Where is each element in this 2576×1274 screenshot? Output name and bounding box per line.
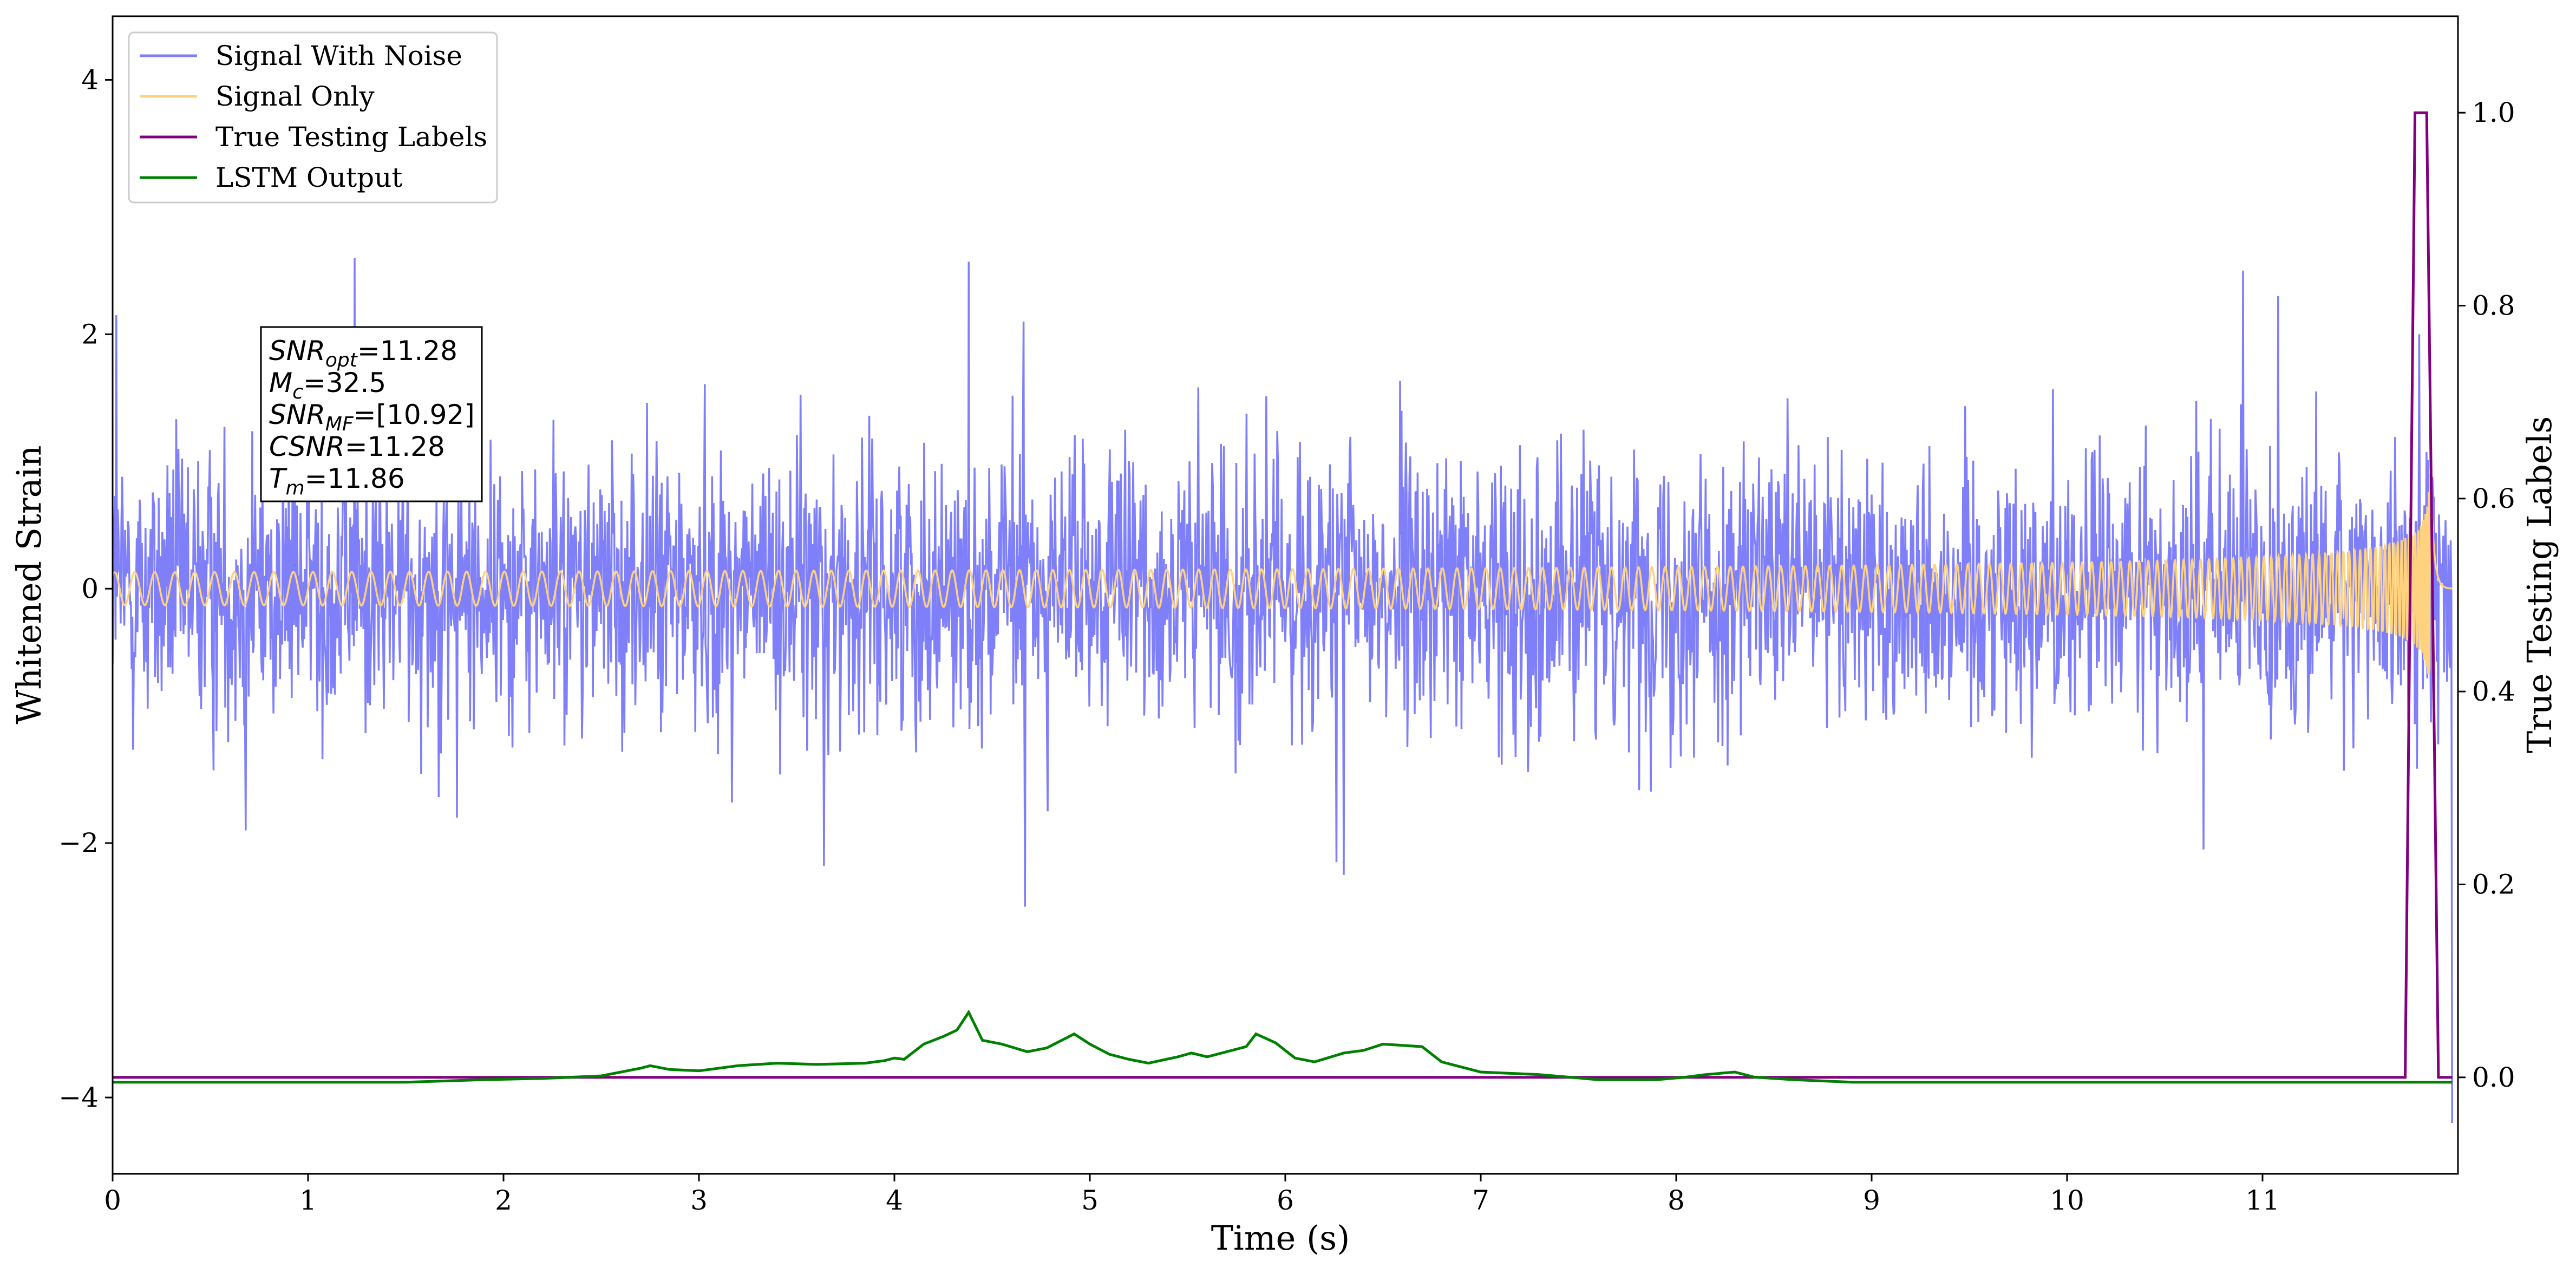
- y-right-tick-label: 0.0: [2472, 1062, 2515, 1093]
- ticks-layer: 0 1 2 3 4 5 6 7 8 9 10 11 −4 −2 0 2 4 0.0 0.2 0.4 0.6 0.8 1.0: [58, 64, 2515, 1216]
- x-tick-label: 5: [1081, 1185, 1099, 1216]
- info-line: Mc=32.5: [269, 367, 386, 403]
- x-tick-label: 0: [104, 1185, 121, 1216]
- legend-label: LSTM Output: [215, 162, 402, 193]
- x-tick-label: 11: [2245, 1185, 2280, 1216]
- legend-items: Signal With Noise Signal Only True Testing…: [140, 40, 487, 193]
- y-right-tick-label: 1.0: [2472, 97, 2515, 128]
- y-left-tick-label: −2: [58, 827, 99, 859]
- legend: Signal With Noise Signal Only True Testing…: [128, 31, 498, 204]
- y-left-tick-label: 4: [81, 64, 99, 95]
- y-left-tick-label: 0: [81, 573, 99, 604]
- x-tick-label: 1: [299, 1185, 317, 1216]
- y-left-tick-label: −4: [58, 1082, 99, 1113]
- info-line: SNRMF=[10.92]: [269, 399, 475, 435]
- legend-label: True Testing Labels: [215, 121, 487, 153]
- legend-label: Signal Only: [215, 81, 375, 112]
- info-line: SNRopt=11.28: [269, 335, 457, 371]
- y-right-tick-label: 0.2: [2472, 869, 2515, 900]
- y-right-tick-label: 0.6: [2472, 483, 2515, 514]
- signal-only-line: [113, 474, 2453, 674]
- info-line: Tm=11.86: [269, 463, 405, 499]
- series-layer: [113, 111, 2453, 1123]
- x-tick-label: 7: [1472, 1185, 1489, 1216]
- true-testing-labels-line: [113, 111, 2453, 1079]
- info-box-frame: [260, 326, 483, 502]
- x-tick-label: 4: [886, 1185, 903, 1216]
- x-tick-label: 2: [495, 1185, 512, 1216]
- y-axis-right-title: True Testing Labels: [2520, 416, 2559, 754]
- x-axis-title: Time (s): [1211, 1218, 1350, 1258]
- y-left-tick-label: 2: [81, 318, 99, 350]
- y-right-tick-label: 0.8: [2472, 290, 2515, 322]
- legend-frame: [128, 31, 498, 204]
- x-tick-label: 9: [1863, 1185, 1880, 1216]
- info-lines: SNRopt=11.28Mc=32.5SNRMF=[10.92]CSNR=11.…: [269, 335, 475, 499]
- x-tick-label: 10: [2050, 1185, 2084, 1216]
- y-axis-left-title: Whitened Strain: [9, 446, 49, 724]
- x-tick-label: 8: [1668, 1185, 1685, 1216]
- x-tick-label: 3: [690, 1185, 708, 1216]
- x-tick-label: 6: [1277, 1185, 1294, 1216]
- signal-with-noise-line: [113, 258, 2453, 1123]
- info-line: CSNR=11.28: [269, 431, 445, 462]
- info-box: SNRopt=11.28Mc=32.5SNRMF=[10.92]CSNR=11.…: [260, 326, 483, 502]
- legend-label: Signal With Noise: [215, 40, 462, 71]
- lstm-output-line: [113, 1009, 2453, 1084]
- y-right-tick-label: 0.4: [2472, 676, 2515, 707]
